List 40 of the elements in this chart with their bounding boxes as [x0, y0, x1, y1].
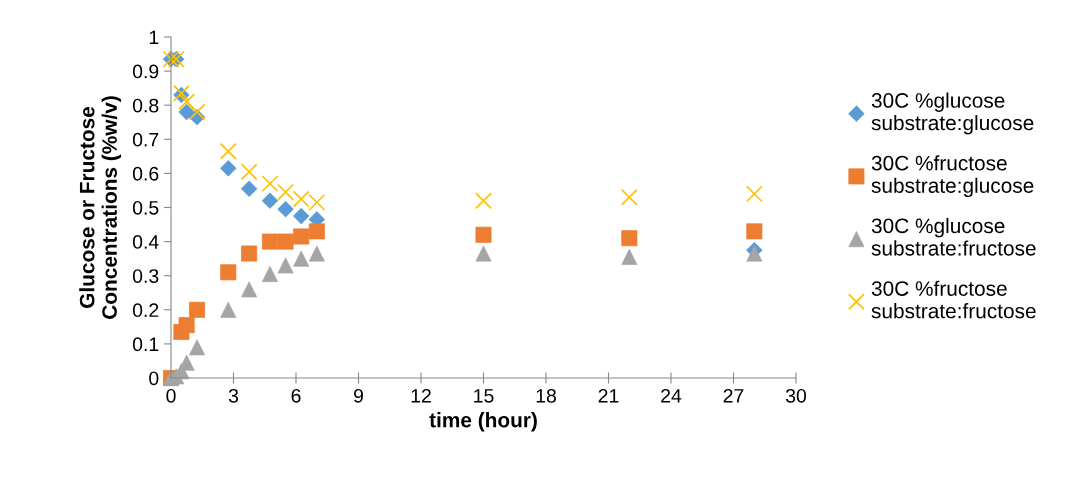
point — [240, 180, 258, 197]
y-tick-label: 0.2 — [132, 303, 159, 318]
x-tick-label: 6 — [291, 388, 301, 403]
point — [261, 175, 279, 193]
x-tick-label: 18 — [536, 388, 556, 403]
y-tick-label: 0 — [149, 371, 159, 386]
point — [745, 185, 763, 203]
point — [188, 103, 206, 121]
x-tick-label: 27 — [723, 388, 744, 403]
point — [475, 192, 492, 210]
x-tick-label: 15 — [474, 389, 494, 403]
x-tick-label: 30 — [785, 388, 807, 403]
y-tick-label: 0.4 — [132, 235, 159, 249]
y-tick-label: 0.3 — [132, 269, 159, 283]
point — [620, 188, 638, 206]
y-tick-label: 0.8 — [132, 98, 159, 113]
x-tick-label: 21 — [598, 388, 619, 403]
legend-label: 30C %glucose substrate:fructose — [871, 217, 1036, 256]
legend-label: 30C %glucose substrate:glucose — [871, 92, 1034, 135]
y-tick-label: 0.9 — [132, 64, 159, 79]
legend-label: 30C %fructose substrate:fructose — [871, 280, 1036, 319]
y-tick-label: 0.7 — [132, 132, 159, 147]
x-tick-label: 9 — [354, 388, 363, 403]
point — [178, 93, 196, 111]
x-axis-title: time (hour) — [429, 412, 537, 432]
x-tick-label: 0 — [166, 388, 176, 403]
y-tick-label: 0.1 — [132, 337, 159, 352]
point — [277, 183, 295, 201]
point — [219, 142, 237, 160]
point — [240, 163, 258, 181]
x-tick-label: 12 — [411, 388, 431, 403]
legend-label: 30C %fructose substrate:glucose — [871, 155, 1034, 198]
y-tick-label: 1 — [149, 30, 159, 45]
x-tick-label: 24 — [661, 388, 682, 403]
x-tick-label: 3 — [228, 388, 239, 403]
y-tick-label: 0.5 — [132, 200, 159, 215]
point — [189, 301, 206, 318]
y-tick-label: 0.6 — [132, 166, 159, 181]
y-axis-title: Glucose or Fructose Concentrations (%w/v) — [79, 96, 122, 319]
point — [241, 281, 258, 298]
